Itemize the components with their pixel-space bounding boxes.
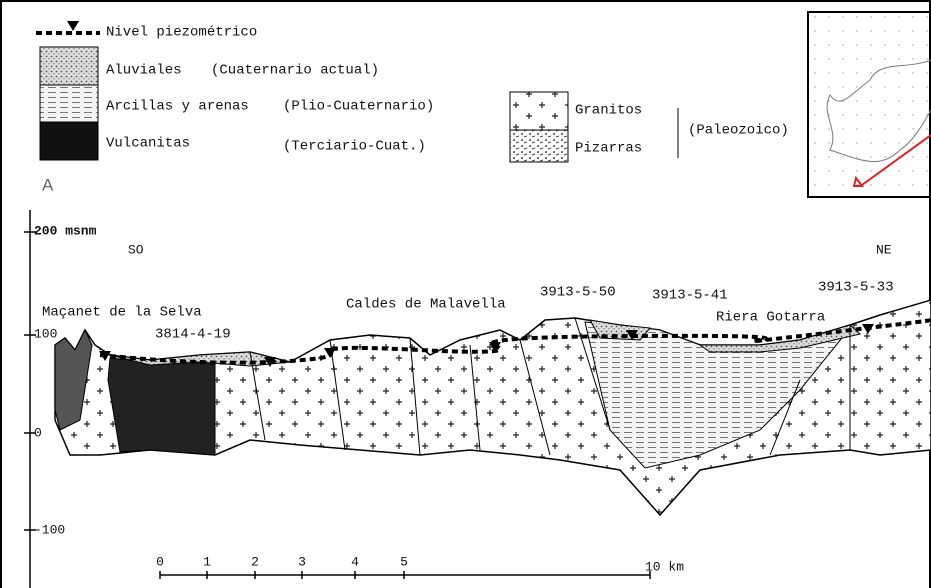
axis-label: 100 — [34, 326, 57, 341]
axis-label: -100 — [34, 522, 65, 537]
scale-label: 10 km — [645, 559, 684, 574]
legend-label: Arcillas y arenas — [106, 99, 249, 115]
legend-swatch — [40, 122, 98, 160]
well-label: 3814-4-19 — [155, 327, 231, 343]
legend: Nivel piezométrico Aluviales (Cuaternari… — [36, 21, 789, 162]
legend-label: Granitos — [575, 103, 642, 119]
well-label: 3913-5-41 — [652, 288, 728, 304]
scale-label: 5 — [400, 554, 408, 569]
place-label: Maçanet de la Selva — [42, 305, 202, 321]
geologic-section: Nivel piezométrico Aluviales (Cuaternari… — [0, 0, 931, 588]
frame — [1, 1, 930, 588]
legend-label: Aluviales — [106, 63, 182, 79]
legend-label: (Paleozoico) — [688, 123, 789, 139]
place-label: Caldes de Malavella — [346, 297, 506, 313]
legend-swatch — [40, 47, 98, 85]
axis-label: 200 msnm — [34, 223, 97, 238]
legend-swatch — [40, 85, 98, 122]
legend-triangle — [67, 21, 79, 31]
panel-label: A — [42, 175, 54, 194]
well-label: 3913-5-33 — [818, 280, 894, 296]
scale-label: 0 — [156, 554, 164, 569]
axis-label: 0 — [34, 425, 42, 440]
well-label: 3913-5-50 — [540, 285, 616, 301]
scale-label: 2 — [251, 554, 259, 569]
scale-bar: 0 1 2 3 4 5 10 km — [156, 554, 684, 579]
legend-label: (Cuaternario actual) — [211, 63, 379, 79]
scale-label: 1 — [203, 554, 211, 569]
legend-label: (Plio-Cuaternario) — [283, 99, 434, 115]
scale-label: 4 — [351, 554, 359, 569]
legend-label: (Terciario-Cuat.) — [283, 139, 426, 155]
scale-label: 3 — [298, 554, 306, 569]
legend-label: Vulcanitas — [106, 136, 190, 152]
legend-swatch — [510, 130, 568, 162]
inset-map — [808, 12, 931, 197]
legend-swatch — [510, 92, 568, 130]
place-label: Riera Gotarra — [716, 310, 825, 326]
direction: NE — [876, 242, 892, 257]
direction: SO — [128, 242, 144, 257]
legend-label: Nivel piezométrico — [106, 25, 257, 41]
legend-label: Pizarras — [575, 141, 642, 157]
